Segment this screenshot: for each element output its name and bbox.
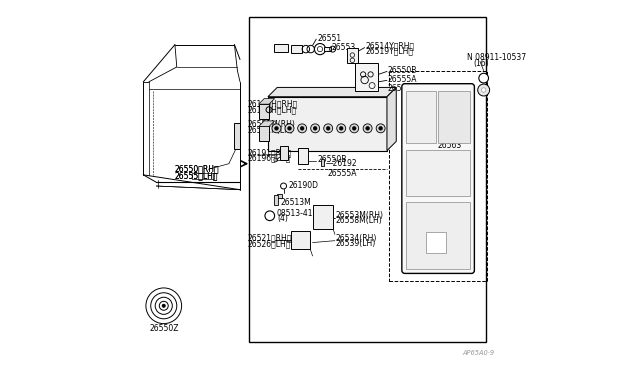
Bar [291,45,302,53]
Bar [277,194,282,198]
Text: 26555A: 26555A [388,75,417,84]
Bar [324,47,331,51]
Text: 26513M: 26513M [280,198,311,207]
Circle shape [353,126,356,130]
Bar [259,126,269,141]
Bar [234,123,241,149]
Text: 26534(RH): 26534(RH) [335,234,377,243]
Text: 26551M(RH): 26551M(RH) [247,121,295,129]
Bar [250,17,486,342]
Text: 26553M(RH): 26553M(RH) [335,211,383,220]
Text: 26526〈LH〉: 26526〈LH〉 [247,239,291,248]
Bar [298,148,308,164]
Bar [312,205,333,229]
Circle shape [314,126,317,130]
Text: 26190H〈RH〉: 26190H〈RH〉 [247,100,298,109]
Polygon shape [259,121,275,126]
Circle shape [287,126,291,130]
Text: 26555〈LH〉: 26555〈LH〉 [174,171,218,180]
Circle shape [326,126,330,130]
Text: 26519Y〈LH〉: 26519Y〈LH〉 [365,47,413,56]
Circle shape [376,124,385,133]
Circle shape [379,126,383,130]
Circle shape [275,126,278,130]
Bar [347,48,358,63]
Circle shape [363,124,372,133]
Circle shape [300,126,304,130]
Text: (16): (16) [473,59,489,68]
Text: AP65A0·9: AP65A0·9 [462,350,494,356]
Text: (4): (4) [277,214,288,223]
Bar [280,146,288,160]
Text: 26550B: 26550B [388,66,417,75]
Text: 26539(LH): 26539(LH) [335,239,376,248]
Text: 26196〈LH〉: 26196〈LH〉 [247,153,291,162]
Bar [438,91,470,143]
Circle shape [477,84,490,96]
Bar [406,91,436,143]
Text: —26192: —26192 [325,159,357,168]
Text: 26521〈RH〉: 26521〈RH〉 [247,234,291,243]
Text: 26551: 26551 [317,34,341,43]
Circle shape [481,88,486,92]
Circle shape [479,73,488,83]
Polygon shape [259,99,275,104]
Circle shape [324,124,333,133]
Bar [321,159,324,166]
Text: 26190D: 26190D [289,182,319,190]
Circle shape [365,126,369,130]
Bar [406,150,470,196]
Circle shape [298,124,307,133]
Bar [406,202,470,269]
Text: 26555B: 26555B [388,84,417,93]
Circle shape [349,124,358,133]
Circle shape [310,124,319,133]
Text: 26550〈RH〉: 26550〈RH〉 [174,165,219,174]
Bar [355,63,378,91]
Text: 26553: 26553 [332,43,356,52]
Circle shape [285,124,294,133]
Bar [259,104,269,119]
Text: 26190H〈LH〉: 26190H〈LH〉 [247,105,296,114]
Text: 26555A: 26555A [328,169,357,178]
Bar [273,44,289,52]
Circle shape [337,124,346,133]
Text: 26551N(LH): 26551N(LH) [247,126,293,135]
Bar [274,195,278,205]
Bar [389,71,488,281]
Bar [426,232,447,253]
Polygon shape [387,87,396,151]
FancyBboxPatch shape [402,84,474,273]
Text: 26550B: 26550B [317,155,346,164]
Text: 26514Y〈RH〉: 26514Y〈RH〉 [365,41,415,50]
Text: 08513-41290: 08513-41290 [276,209,327,218]
Text: 26550Z: 26550Z [149,324,179,333]
Circle shape [163,304,165,307]
Circle shape [272,124,281,133]
Text: 26191〈RH〉: 26191〈RH〉 [247,148,291,157]
Text: S: S [268,213,272,219]
Text: 26563: 26563 [437,141,461,150]
Text: 26558M(LH): 26558M(LH) [335,217,382,225]
Circle shape [339,126,343,130]
Text: N: N [481,76,486,81]
Text: 26555〈LH〉: 26555〈LH〉 [174,171,218,180]
Circle shape [265,211,275,221]
Text: N 08911-10537: N 08911-10537 [467,53,526,62]
Text: 26550〈RH〉: 26550〈RH〉 [174,165,219,174]
Bar [191,173,214,179]
Bar [268,97,387,151]
Polygon shape [268,87,396,97]
Bar [291,231,310,249]
